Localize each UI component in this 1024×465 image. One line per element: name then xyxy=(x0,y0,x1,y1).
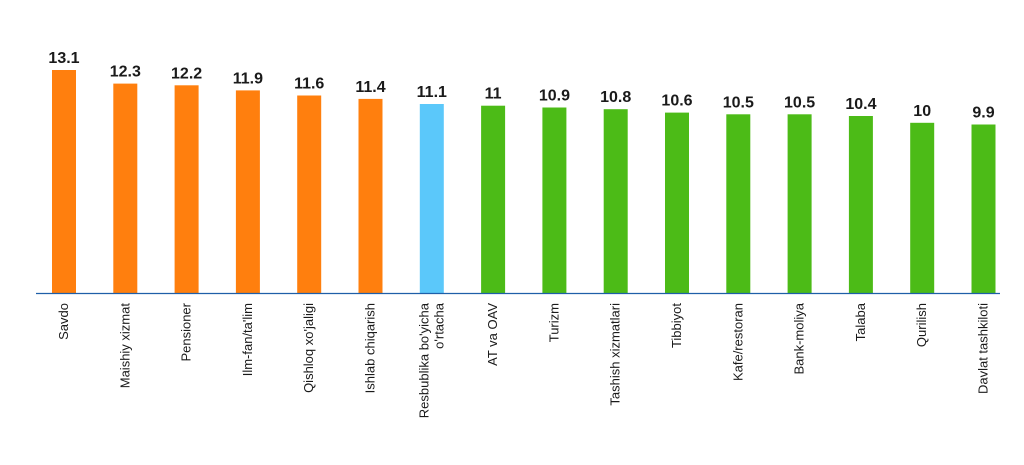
category-label: Ilm-fan/ta'lim xyxy=(240,303,255,376)
bar-value-label: 11.6 xyxy=(294,76,324,93)
bar xyxy=(971,124,996,293)
category-label: Qurilish xyxy=(914,303,929,347)
category-label: Davlat tashkiloti xyxy=(976,303,991,394)
category-labels-group: Savdo Maishiy xizmat Pensioner Ilm-fan/ta'l… xyxy=(56,302,991,418)
category-label: Maishiy xizmat xyxy=(117,303,132,389)
bar xyxy=(848,116,873,293)
bar-value-label: 11 xyxy=(485,86,502,103)
category-label: Qishloq xo'jaligi xyxy=(301,303,316,393)
bar xyxy=(235,90,260,294)
bar xyxy=(542,107,567,293)
category-label: Tibbiyot xyxy=(669,303,684,348)
bar-value-label: 10 xyxy=(913,103,931,120)
category-label: Ishlab chiqarish xyxy=(363,303,378,393)
category-label: Savdo xyxy=(56,303,71,340)
category-label: Bank-moliya xyxy=(792,302,807,374)
value-labels-group: 13.1 12.3 12.2 11.9 11.6 11.4 11.1 11 10.9 10.8 10… xyxy=(48,50,994,122)
bar xyxy=(665,112,689,293)
category-label: Turizm xyxy=(546,303,561,342)
bar-value-label: 11.4 xyxy=(355,79,385,96)
category-label: Kafe/restoran xyxy=(730,303,745,381)
category-label: Tashish xizmatlari xyxy=(608,303,623,406)
bar-value-label: 11.9 xyxy=(233,70,263,87)
bar-value-label: 12.2 xyxy=(171,65,202,82)
bar-value-label: 10.8 xyxy=(600,89,631,106)
category-label: o'rtacha xyxy=(431,302,446,349)
category-label: Talaba xyxy=(853,302,868,341)
bar-value-label: 10.6 xyxy=(661,93,692,110)
bar-value-label: 10.9 xyxy=(539,88,570,105)
bar-value-label: 9.9 xyxy=(972,105,994,122)
bar-value-label: 10.4 xyxy=(845,96,876,113)
bar xyxy=(726,114,751,293)
bar xyxy=(910,122,935,293)
bar-value-label: 10.5 xyxy=(784,94,815,111)
bar xyxy=(174,85,199,293)
category-label: Resbublika bo'yicha xyxy=(416,302,431,418)
category-label: Pensioner xyxy=(179,302,194,361)
bar xyxy=(358,98,383,294)
bar xyxy=(52,70,76,293)
bar xyxy=(481,105,506,293)
bar xyxy=(113,83,138,293)
category-label: AT va OAV xyxy=(485,303,500,366)
bar-value-label: 10.5 xyxy=(723,94,754,111)
bar xyxy=(297,95,322,293)
bar xyxy=(419,104,444,293)
bars-group xyxy=(52,70,996,294)
bar xyxy=(603,109,628,293)
bar xyxy=(787,114,812,293)
bar-value-label: 13.1 xyxy=(48,50,79,67)
bar-value-label: 12.3 xyxy=(110,64,141,81)
bar-value-label: 11.1 xyxy=(417,84,447,101)
